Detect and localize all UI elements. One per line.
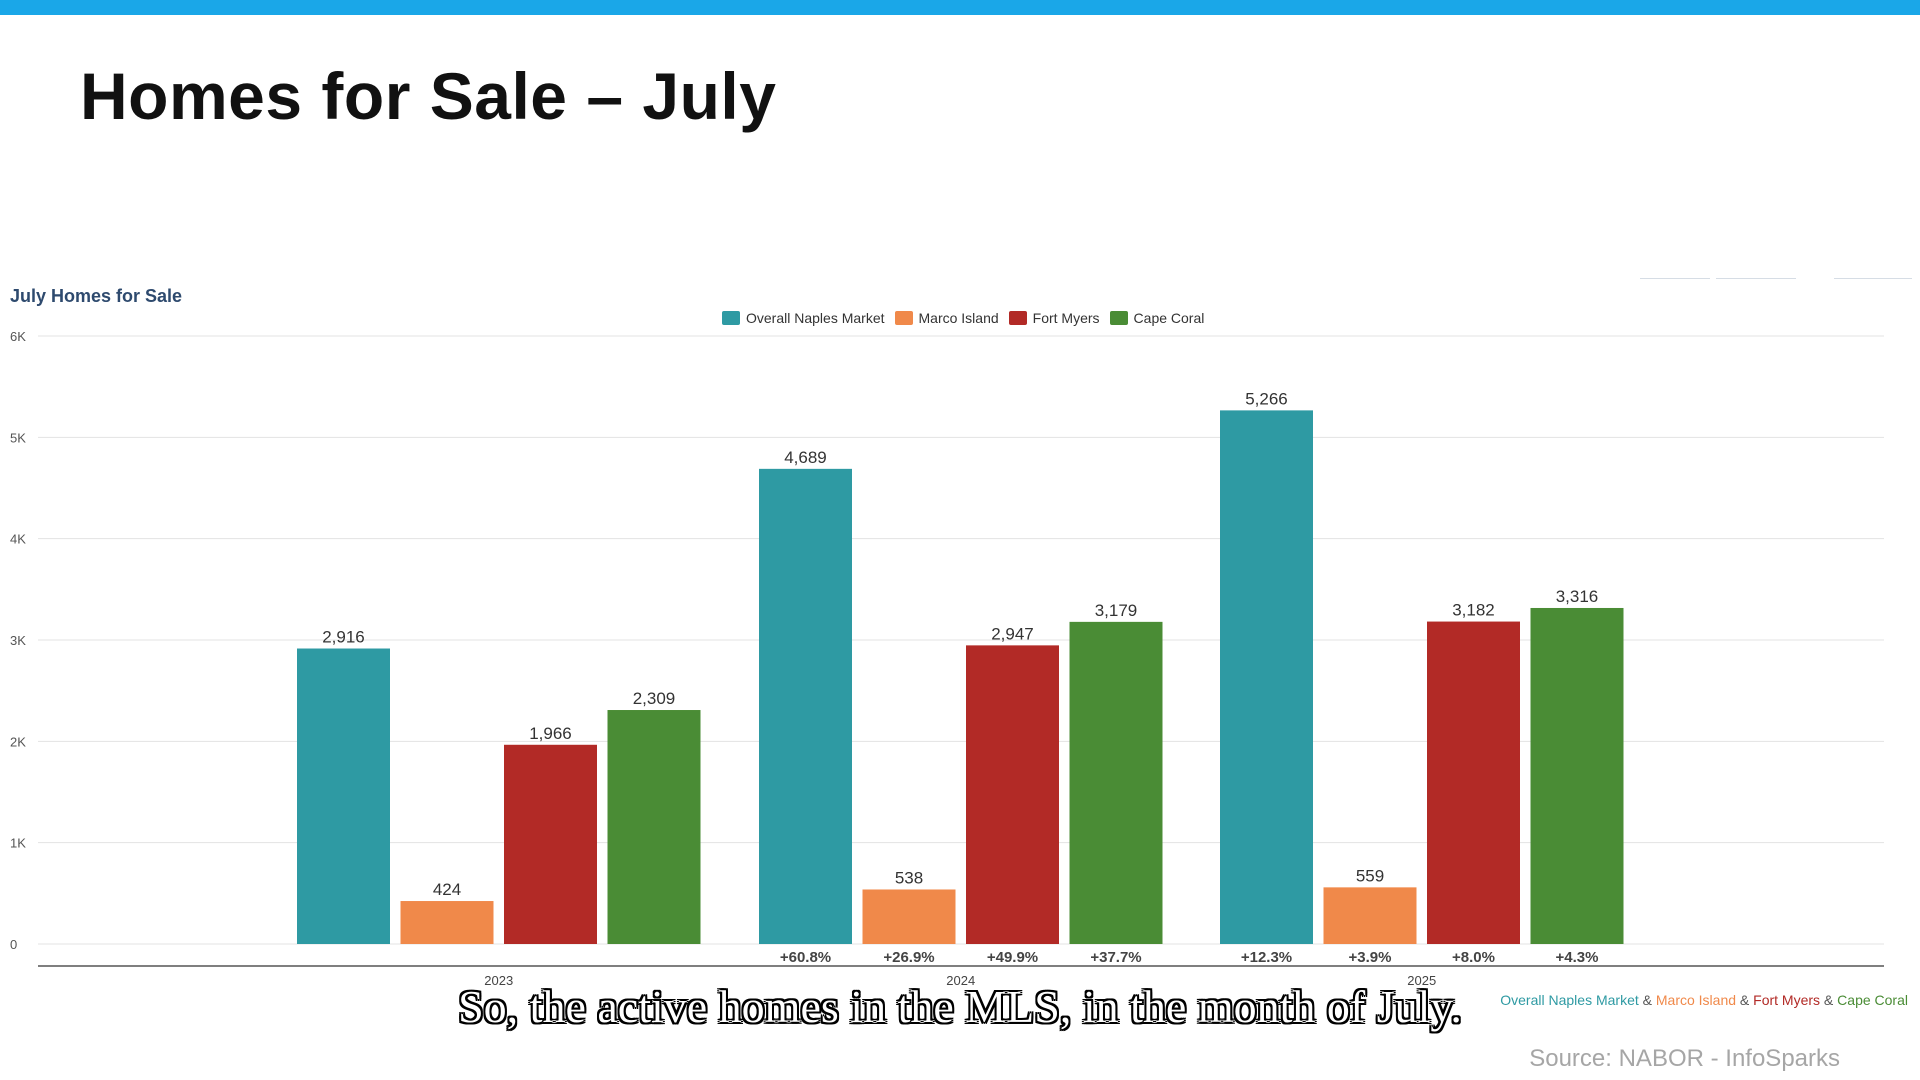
source-note: Source: NABOR - InfoSparks <box>1529 1045 1840 1072</box>
y-tick-label: 0 <box>10 937 17 952</box>
chart-toolbar-button[interactable] <box>1640 272 1710 279</box>
bar-cape-coral <box>1530 607 1624 944</box>
series-footnote: Overall Naples Market & Marco Island & F… <box>1500 992 1908 1008</box>
bar-change-label: +3.9% <box>1349 949 1392 966</box>
video-caption: So, the active homes in the MLS, in the … <box>458 981 1462 1032</box>
legend-label: Overall Naples Market <box>746 310 885 326</box>
bar-value-label: 4,689 <box>784 448 827 467</box>
bar-value-label: 3,182 <box>1452 601 1495 620</box>
bar-change-label: +26.9% <box>883 949 934 966</box>
footnote-part: & <box>1820 992 1838 1008</box>
bar-fort-myers <box>504 744 597 944</box>
bar-value-label: 5,266 <box>1245 389 1288 408</box>
bar-overall-naples-market <box>1220 410 1313 944</box>
footnote-part: & <box>1736 992 1754 1008</box>
bar-fort-myers <box>966 645 1059 944</box>
bar-overall-naples-market <box>759 468 852 944</box>
x-tick-label: 2024 <box>946 973 975 988</box>
y-tick-label: 1K <box>10 836 26 851</box>
footnote-part: Marco Island <box>1655 992 1737 1008</box>
x-tick-label: 2025 <box>1407 973 1436 988</box>
y-tick-label: 3K <box>10 633 26 648</box>
bar-change-label: +8.0% <box>1452 949 1495 966</box>
legend-label: Fort Myers <box>1032 310 1100 326</box>
bar-value-label: 2,309 <box>633 689 676 708</box>
legend-item[interactable]: Cape Coral <box>1109 310 1205 326</box>
y-tick-label: 2K <box>10 734 26 749</box>
bar-marco-island <box>1323 887 1417 944</box>
bar-change-label: +49.9% <box>987 949 1038 966</box>
bar-value-label: 2,916 <box>322 628 365 647</box>
bar-value-label: 559 <box>1356 866 1384 885</box>
footnote-part: Fort Myers <box>1753 992 1821 1008</box>
legend-swatch <box>1109 311 1128 325</box>
footnote-part: Cape Coral <box>1837 992 1908 1008</box>
bar-value-label: 2,947 <box>991 624 1034 643</box>
legend-swatch <box>894 311 913 325</box>
bar-value-label: 3,179 <box>1095 601 1138 620</box>
bar-change-label: +37.7% <box>1090 949 1141 966</box>
legend-item[interactable]: Fort Myers <box>1008 310 1100 326</box>
chart-title: July Homes for Sale <box>10 286 183 306</box>
slide-title: Homes for Sale – July <box>80 59 777 133</box>
bar-value-label: 424 <box>433 880 461 899</box>
legend-swatch <box>1008 311 1027 325</box>
y-tick-label: 6K <box>10 329 26 344</box>
chart-menu-button[interactable] <box>1834 272 1912 279</box>
y-tick-label: 4K <box>10 532 26 547</box>
legend-label: Marco Island <box>918 310 999 326</box>
bar-value-label: 1,966 <box>529 724 572 743</box>
bar-cape-coral <box>607 710 701 944</box>
bar-overall-naples-market <box>297 648 390 944</box>
bar-marco-island <box>862 889 956 944</box>
y-tick-label: 5K <box>10 430 26 445</box>
bar-change-label: +12.3% <box>1241 949 1292 966</box>
chart-toolbar-button[interactable] <box>1716 272 1796 279</box>
bar-change-label: +4.3% <box>1556 949 1599 966</box>
top-accent-bar <box>0 0 1920 15</box>
bar-value-label: 538 <box>895 868 923 887</box>
bar-change-label: +60.8% <box>780 949 831 966</box>
legend-item[interactable]: Marco Island <box>894 310 999 326</box>
legend-item[interactable]: Overall Naples Market <box>722 310 885 326</box>
footnote-part: Overall Naples Market <box>1500 992 1639 1008</box>
bar-marco-island <box>400 901 494 944</box>
legend-label: Cape Coral <box>1133 310 1205 326</box>
chart-legend: Overall Naples Market Marco Island Fort My… <box>722 310 1214 326</box>
bar-value-label: 3,316 <box>1556 587 1599 606</box>
footnote-part: & <box>1638 992 1656 1008</box>
x-tick-label: 2023 <box>484 973 513 988</box>
bar-cape-coral <box>1069 621 1163 944</box>
legend-swatch <box>722 311 740 325</box>
bar-fort-myers <box>1427 621 1520 944</box>
